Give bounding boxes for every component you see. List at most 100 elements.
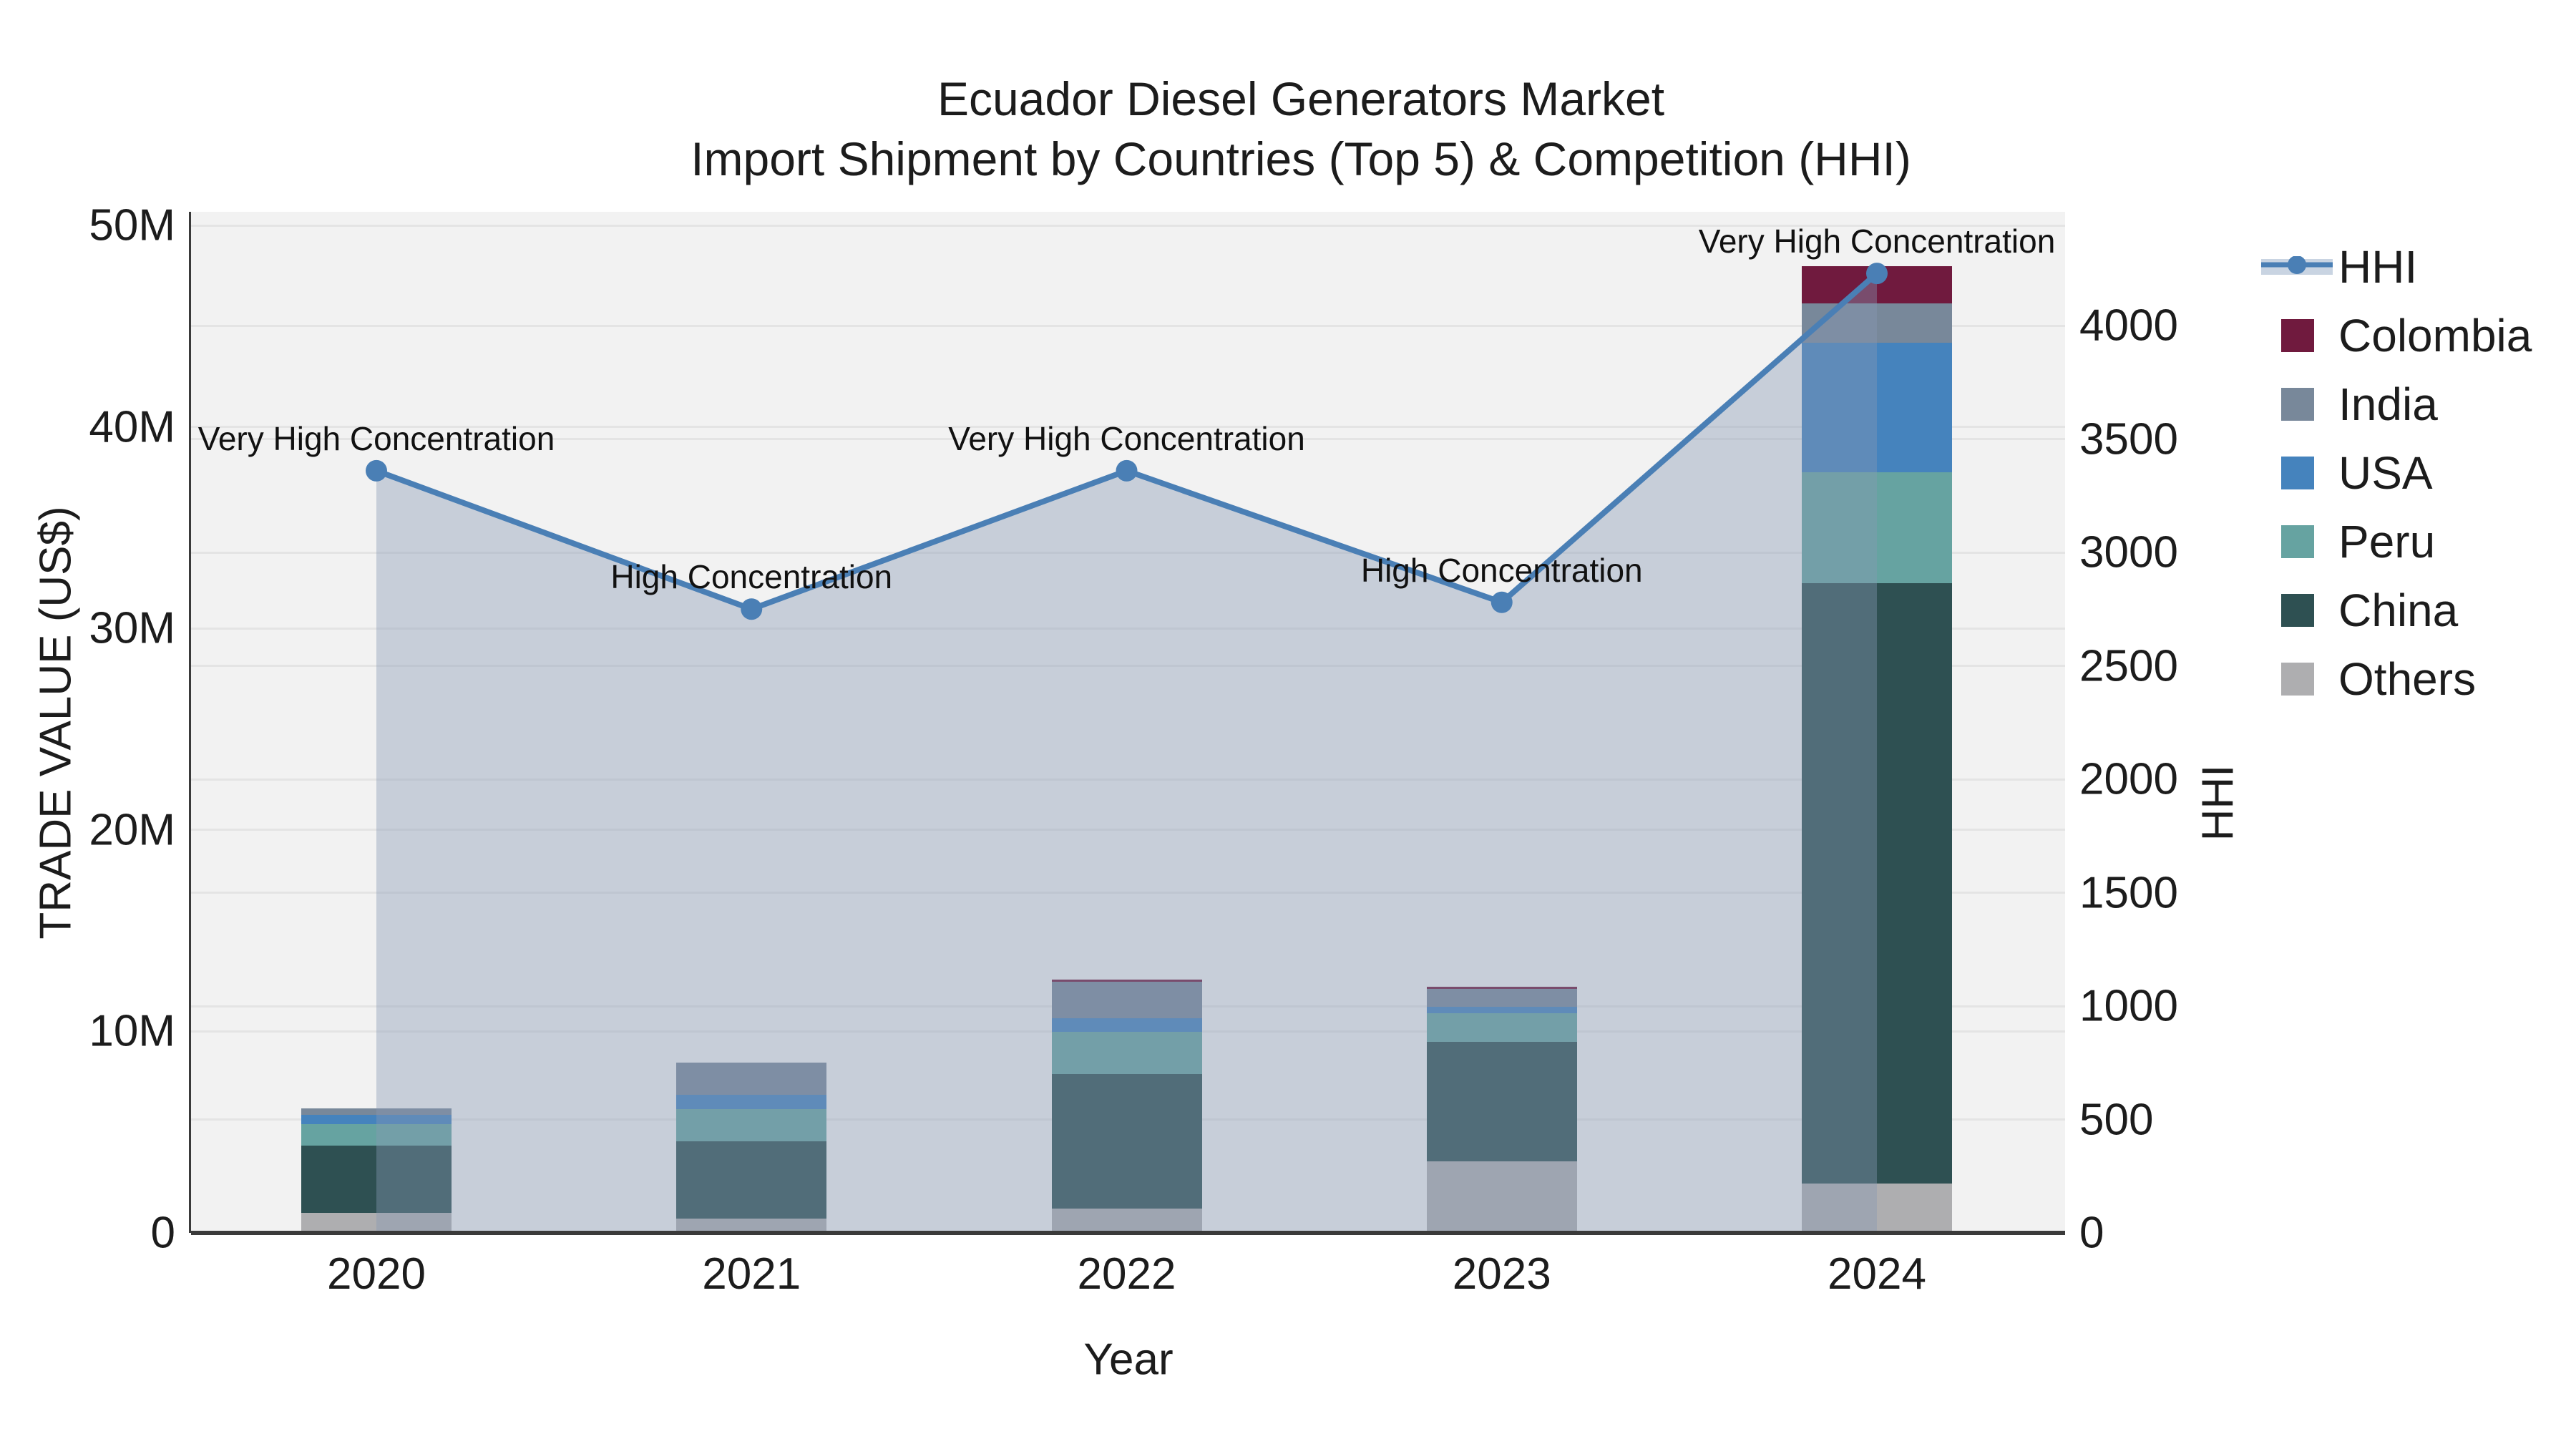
hhi-line-layer	[366, 263, 1888, 1233]
annotation-2023: High Concentration	[1360, 551, 1643, 589]
bar-2023-china	[1426, 1042, 1577, 1162]
bar-2023-others	[1426, 1161, 1577, 1233]
bar-2023-usa	[1426, 1006, 1577, 1013]
left-tick-10M: 10M	[89, 1006, 175, 1056]
x-tick-2021: 2021	[702, 1249, 801, 1299]
y-right-axis-title: HHI	[2193, 764, 2243, 841]
left-tick-0: 0	[150, 1208, 175, 1258]
gridline-right-2000	[191, 778, 2065, 781]
legend-label-colombia: Colombia	[2338, 310, 2532, 361]
hhi-area-fill	[376, 273, 1877, 1233]
hhi-marker-2022	[1116, 459, 1138, 482]
bar-2022-others	[1051, 1209, 1202, 1233]
bar-2020-others	[301, 1212, 452, 1233]
right-tick-3500: 3500	[2079, 414, 2178, 464]
bar-2020-china	[301, 1145, 452, 1213]
plot-area: Very High Concentration High Concentratio…	[191, 212, 2065, 1233]
legend-label-others: Others	[2338, 653, 2477, 705]
right-tick-2500: 2500	[2079, 641, 2178, 691]
right-tick-0: 0	[2079, 1208, 2104, 1258]
y-left-axis-title: TRADE VALUE (US$)	[31, 506, 81, 940]
legend-item-india: India	[2261, 370, 2569, 439]
hhi-marker-2021	[741, 598, 763, 620]
legend-swatch-others	[2281, 663, 2314, 696]
gridline-right-3500	[191, 438, 2065, 440]
chart-title-line1: Ecuador Diesel Generators Market	[937, 72, 1665, 125]
gridline-right-2500	[191, 665, 2065, 667]
legend-swatch-colombia	[2281, 319, 2314, 352]
x-axis-title: Year	[1083, 1335, 1174, 1385]
annotation-2021: High Concentration	[610, 558, 893, 596]
left-tick-30M: 30M	[89, 603, 175, 653]
right-tick-2000: 2000	[2079, 754, 2178, 804]
right-tick-500: 500	[2079, 1095, 2154, 1144]
legend-swatch-usa	[2281, 457, 2314, 489]
legend-label-india: India	[2338, 379, 2438, 430]
gridline-right-1500	[191, 892, 2065, 894]
bar-2024-usa	[1802, 342, 1952, 473]
gridline-right-4000	[191, 324, 2065, 327]
gridline-left-30M	[191, 627, 2065, 630]
legend-item-usa: USA	[2261, 439, 2569, 507]
right-tick-1500: 1500	[2079, 868, 2178, 917]
legend-label-hhi: HHI	[2338, 241, 2418, 293]
bar-2022-usa	[1051, 1018, 1202, 1032]
bar-2020-india	[301, 1108, 452, 1115]
bar-2020-usa	[301, 1114, 452, 1124]
bar-2021-others	[676, 1218, 827, 1233]
legend-swatch-china	[2281, 594, 2314, 627]
bar-2023-colombia	[1426, 986, 1577, 989]
legend-item-hhi: HHI	[2261, 233, 2569, 301]
legend-label-peru: Peru	[2338, 516, 2436, 567]
bar-2022-china	[1051, 1073, 1202, 1209]
hhi-marker-2020	[366, 459, 387, 482]
bar-2021-china	[676, 1141, 827, 1219]
gridline-left-20M	[191, 829, 2065, 831]
annotation-2022: Very High Concentration	[948, 419, 1305, 457]
legend-item-peru: Peru	[2261, 507, 2569, 576]
bar-2021-india	[676, 1062, 827, 1096]
legend-item-colombia: Colombia	[2261, 301, 2569, 370]
x-tick-2020: 2020	[327, 1249, 426, 1299]
chart-title-line2: Import Shipment by Countries (Top 5) & C…	[691, 132, 1911, 185]
hhi-line-swatch-icon	[2261, 255, 2333, 278]
x-tick-2023: 2023	[1452, 1249, 1551, 1299]
gridline-left-40M	[191, 426, 2065, 429]
legend: HHI Colombia India USA Peru China Others	[2261, 233, 2569, 713]
legend-label-usa: USA	[2338, 447, 2433, 499]
x-tick-2022: 2022	[1077, 1249, 1176, 1299]
bar-2022-india	[1051, 982, 1202, 1019]
bar-2020-peru	[301, 1123, 452, 1146]
bar-2023-india	[1426, 988, 1577, 1007]
bar-2024-china	[1802, 583, 1952, 1184]
right-tick-4000: 4000	[2079, 301, 2178, 351]
hhi-marker-2023	[1491, 591, 1513, 613]
legend-item-china: China	[2261, 576, 2569, 645]
x-tick-2024: 2024	[1828, 1249, 1926, 1299]
bar-2024-peru	[1802, 472, 1952, 584]
right-tick-1000: 1000	[2079, 981, 2178, 1031]
bar-2021-usa	[676, 1095, 827, 1110]
annotation-2020: Very High Concentration	[197, 419, 555, 457]
legend-label-china: China	[2338, 585, 2459, 636]
bar-2022-peru	[1051, 1031, 1202, 1074]
right-tick-3000: 3000	[2079, 527, 2178, 577]
annotation-2024: Very High Concentration	[1698, 223, 2056, 260]
left-tick-40M: 40M	[89, 402, 175, 452]
bar-2021-peru	[676, 1109, 827, 1142]
left-tick-50M: 50M	[89, 200, 175, 250]
left-tick-20M: 20M	[89, 805, 175, 855]
legend-item-others: Others	[2261, 645, 2569, 713]
left-axis-line	[189, 212, 191, 1233]
bar-2023-peru	[1426, 1013, 1577, 1043]
legend-swatch-peru	[2281, 525, 2314, 558]
bar-2024-india	[1802, 303, 1952, 343]
bar-2024-others	[1802, 1184, 1952, 1233]
bar-2022-colombia	[1051, 980, 1202, 982]
gridline-right-3000	[191, 551, 2065, 554]
bottom-axis-line	[191, 1231, 2065, 1235]
gridline-left-50M	[191, 224, 2065, 227]
legend-swatch-india	[2281, 388, 2314, 421]
hhi-marker-2024	[1866, 263, 1888, 285]
